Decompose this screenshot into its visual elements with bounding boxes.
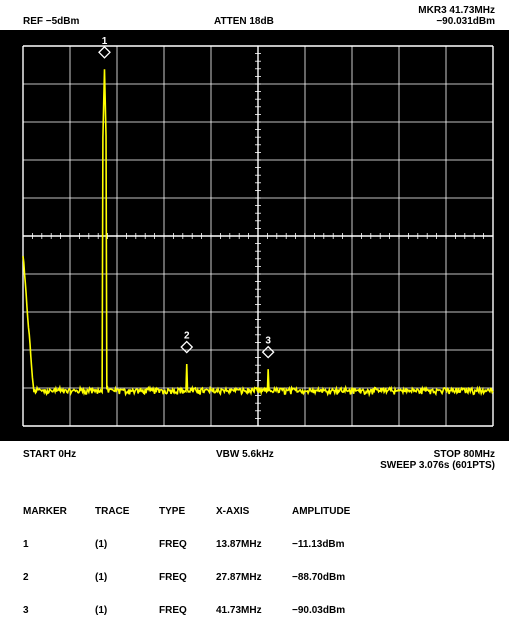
marker-group: 1 2 3 [98, 36, 275, 359]
marker-amplitude-readout: −90.031dBm [436, 16, 495, 27]
graticule [22, 45, 494, 427]
spectrum-plot: 1 2 3 [22, 36, 494, 427]
ref-level-readout: REF −5dBm [23, 16, 80, 27]
type-cell: FREQ [159, 572, 187, 583]
amplitude-cell: −90.03dBm [292, 605, 346, 616]
x-axis-cell: 41.73MHz [216, 605, 262, 616]
marker-cell: 3 [23, 605, 29, 616]
marker-diamond [261, 345, 275, 359]
marker-frequency-readout: MKR3 41.73MHz [418, 5, 495, 16]
type-column: TYPE FREQ FREQ FREQ [159, 484, 187, 627]
marker-header: MARKER [23, 506, 67, 517]
marker-cell: 2 [23, 572, 29, 583]
marker-diamond [98, 45, 111, 59]
trace-cell: (1) [95, 605, 108, 616]
trace-cell: (1) [95, 572, 108, 583]
stop-frequency: STOP 80MHz [433, 449, 495, 460]
marker-diamond [180, 340, 194, 354]
amplitude-column: AMPLITUDE −11.13dBm −88.70dBm −90.03dBm [292, 484, 350, 627]
x-axis-cell: 27.87MHz [216, 572, 262, 583]
spectrum-trace [22, 69, 494, 398]
type-header: TYPE [159, 506, 186, 517]
type-cell: FREQ [159, 605, 187, 616]
sweep-time: SWEEP 3.076s (601PTS) [380, 460, 495, 471]
marker-label: 2 [184, 331, 190, 342]
trace-column: TRACE (1) (1) (1) [95, 484, 129, 627]
video-bandwidth: VBW 5.6kHz [216, 449, 274, 460]
trace-header: TRACE [95, 506, 130, 517]
x-axis-header: X-AXIS [216, 506, 250, 517]
marker-label: 3 [265, 336, 271, 347]
amplitude-cell: −88.70dBm [292, 572, 346, 583]
start-frequency: START 0Hz [23, 449, 77, 460]
marker-label: 1 [102, 36, 108, 47]
marker-column: MARKER 1 2 3 [23, 484, 67, 627]
amplitude-header: AMPLITUDE [292, 506, 351, 517]
attenuation-readout: ATTEN 18dB [214, 16, 274, 27]
x-axis-column: X-AXIS 13.87MHz 27.87MHz 41.73MHz [216, 484, 262, 627]
